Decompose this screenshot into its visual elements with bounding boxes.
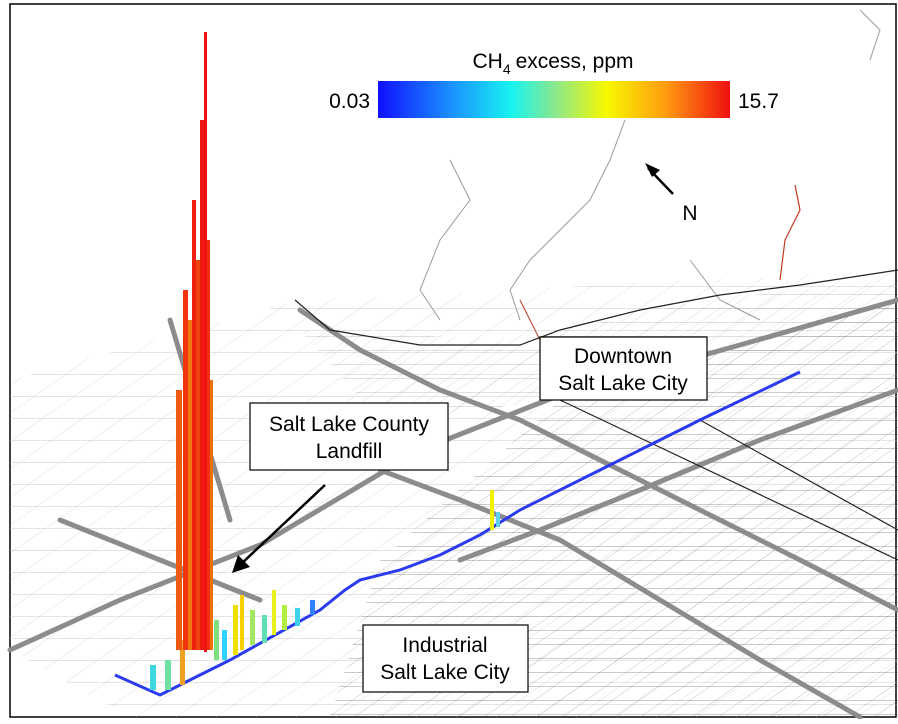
callout-line: Landfill <box>316 440 383 463</box>
map-shape <box>282 605 287 630</box>
map-shape <box>539 336 708 401</box>
map-shape <box>222 630 227 660</box>
map-shape <box>457 387 898 563</box>
map-shape <box>689 259 761 321</box>
map-shape <box>519 299 541 341</box>
callout-line: Salt Lake City <box>380 661 510 684</box>
industrial-callout: Industrial Salt Lake City <box>362 624 529 693</box>
map-shape <box>330 300 898 717</box>
map-shape <box>183 290 188 650</box>
map-shape <box>490 490 494 530</box>
map-shape <box>200 120 204 650</box>
map-shape <box>779 184 801 281</box>
map-shape <box>419 159 471 321</box>
map-shape <box>196 260 200 650</box>
title-rest: excess, ppm <box>516 50 634 73</box>
map-shape <box>699 419 898 531</box>
map-shape <box>207 240 210 650</box>
title-main: CH <box>472 50 502 73</box>
landfill-callout: Salt Lake County Landfill <box>232 402 449 573</box>
map-shape <box>297 307 898 613</box>
map-shape <box>57 517 263 603</box>
map-shape <box>310 600 315 615</box>
map-shape <box>233 605 238 655</box>
downtown-callout: Downtown Salt Lake City <box>539 336 708 401</box>
map-shape <box>645 163 660 177</box>
colorbar-scale <box>378 81 730 118</box>
map-shape <box>496 512 500 527</box>
callout-line: Salt Lake County <box>269 413 429 436</box>
map-shape <box>250 610 255 645</box>
colorbar-title: CH4 excess, ppm <box>472 50 633 77</box>
callout-line: Salt Lake City <box>558 372 688 395</box>
map-shape <box>150 665 156 690</box>
map-shape <box>114 370 801 697</box>
map-shape <box>859 9 881 61</box>
north-label: N <box>682 202 697 225</box>
map-shape <box>240 595 244 650</box>
map-shape <box>249 402 449 471</box>
map-shape <box>214 620 219 660</box>
colorbar-max: 15.7 <box>738 90 779 113</box>
terrain-lines <box>419 9 881 341</box>
colorbar: CH4 excess, ppm 0.03 15.7 <box>329 50 779 118</box>
map-shape <box>559 399 898 561</box>
map-shape <box>204 32 207 652</box>
map-shape <box>192 200 196 650</box>
callout-line: Industrial <box>402 634 487 657</box>
callout-line: Downtown <box>574 345 672 368</box>
compass: N <box>645 163 698 225</box>
route-bars <box>114 32 801 697</box>
map-shape <box>295 608 300 626</box>
colorbar-min: 0.03 <box>329 90 370 113</box>
title-sub: 4 <box>503 61 511 77</box>
map-shape <box>362 624 529 693</box>
map-shape <box>377 467 863 720</box>
map-shape <box>165 660 171 690</box>
map-shape <box>239 484 326 566</box>
map-shape <box>262 615 267 643</box>
map-shape <box>509 119 626 321</box>
map-shape <box>272 590 276 635</box>
map-shape <box>232 555 250 573</box>
map-shape <box>176 390 182 650</box>
map-shape <box>180 640 185 685</box>
map-shape <box>294 269 898 346</box>
map-shape <box>188 320 192 650</box>
map-shape <box>210 380 213 650</box>
